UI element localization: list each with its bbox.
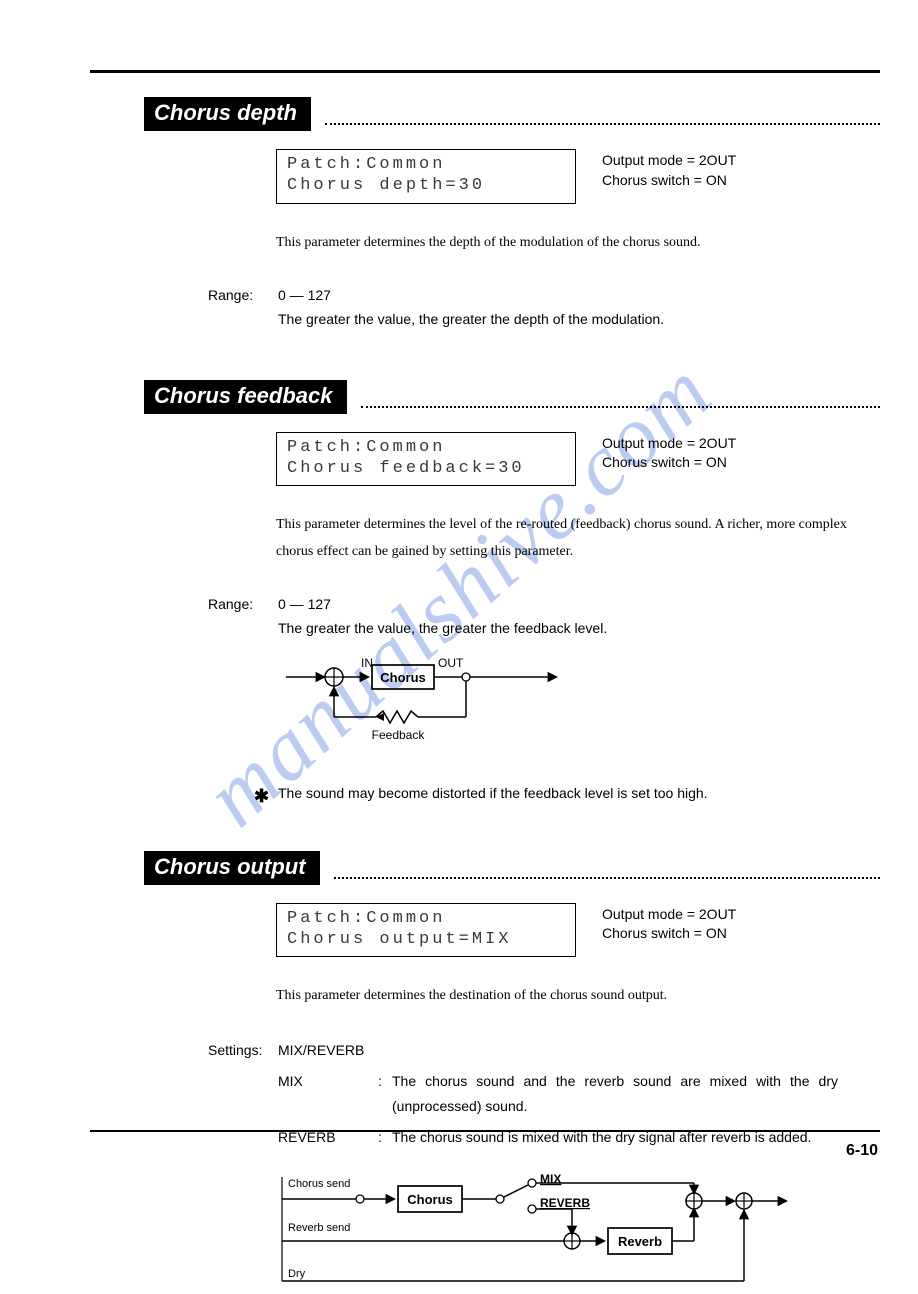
- settings-body: MIX/REVERB MIX : The chorus sound and th…: [278, 1038, 838, 1151]
- settings-head: MIX/REVERB: [278, 1038, 838, 1063]
- lcd-line: Chorus feedback=30: [287, 458, 565, 479]
- reverb-box-label: Reverb: [618, 1234, 662, 1249]
- dotted-rule: [325, 97, 880, 125]
- meta-line: Chorus switch = ON: [602, 924, 736, 944]
- setting-item: MIX : The chorus sound and the reverb so…: [278, 1069, 838, 1119]
- setting-colon: :: [378, 1069, 392, 1119]
- lcd-display: Patch:Common Chorus output=MIX: [276, 903, 576, 958]
- range-value: 0 — 127: [278, 284, 838, 308]
- lcd-meta: Output mode = 2OUT Chorus switch = ON: [602, 903, 736, 944]
- lcd-row: Patch:Common Chorus feedback=30 Output m…: [276, 432, 880, 487]
- range-body: 0 — 127 The greater the value, the great…: [278, 284, 838, 332]
- lcd-line: Patch:Common: [287, 908, 565, 929]
- description: This parameter determines the level of t…: [276, 512, 856, 565]
- reverb-label: REVERB: [540, 1196, 590, 1210]
- settings-row: Settings: MIX/REVERB MIX : The chorus so…: [208, 1038, 880, 1151]
- top-rule: [90, 70, 880, 73]
- description: This parameter determines the destinatio…: [276, 983, 856, 1010]
- reverb-send-label: Reverb send: [288, 1222, 350, 1234]
- section-title: Chorus depth: [144, 97, 311, 131]
- lcd-line: Chorus output=MIX: [287, 929, 565, 950]
- lcd-display: Patch:Common Chorus feedback=30: [276, 432, 576, 487]
- lcd-display: Patch:Common Chorus depth=30: [276, 149, 576, 204]
- settings-label: Settings:: [208, 1038, 278, 1151]
- range-body: 0 — 127 The greater the value, the great…: [278, 593, 838, 641]
- meta-line: Output mode = 2OUT: [602, 905, 736, 925]
- range-desc: The greater the value, the greater the d…: [278, 308, 838, 332]
- dotted-rule: [361, 380, 881, 408]
- lcd-line: Patch:Common: [287, 437, 565, 458]
- bottom-rule: [90, 1130, 880, 1132]
- setting-desc: The chorus sound and the reverb sound ar…: [392, 1069, 838, 1119]
- lcd-line: Patch:Common: [287, 154, 565, 175]
- setting-key: MIX: [278, 1069, 378, 1119]
- section-title: Chorus output: [144, 851, 320, 885]
- range-label: Range:: [208, 593, 278, 641]
- range-value: 0 — 127: [278, 593, 838, 617]
- dry-label: Dry: [288, 1268, 306, 1280]
- lcd-meta: Output mode = 2OUT Chorus switch = ON: [602, 432, 736, 473]
- meta-line: Chorus switch = ON: [602, 171, 736, 191]
- note-text: The sound may become distorted if the fe…: [278, 782, 708, 811]
- meta-line: Chorus switch = ON: [602, 453, 736, 473]
- meta-line: Output mode = 2OUT: [602, 434, 736, 454]
- range-desc: The greater the value, the greater the f…: [278, 617, 838, 641]
- dotted-rule: [334, 851, 880, 879]
- asterisk-icon: ✱: [254, 782, 278, 811]
- lcd-row: Patch:Common Chorus output=MIX Output mo…: [276, 903, 880, 958]
- note-row: ✱ The sound may become distorted if the …: [254, 782, 880, 811]
- section-header-feedback: Chorus feedback: [144, 380, 880, 414]
- feedback-label: Feedback: [372, 728, 426, 742]
- meta-line: Output mode = 2OUT: [602, 151, 736, 171]
- section-header-depth: Chorus depth: [144, 97, 880, 131]
- range-label: Range:: [208, 284, 278, 332]
- out-label: OUT: [438, 656, 464, 670]
- feedback-diagram: IN Chorus OUT Feedback: [276, 655, 880, 752]
- description: This parameter determines the depth of t…: [276, 230, 856, 257]
- output-diagram: Chorus send Chorus MIX REVERB Reverb sen…: [276, 1169, 880, 1294]
- chorus-box-label: Chorus: [407, 1192, 453, 1207]
- range-row: Range: 0 — 127 The greater the value, th…: [208, 284, 880, 332]
- section-title: Chorus feedback: [144, 380, 347, 414]
- page-content: Chorus depth Patch:Common Chorus depth=3…: [90, 70, 880, 1294]
- page-number: 6-10: [846, 1142, 878, 1160]
- chorus-box-label: Chorus: [380, 670, 426, 685]
- lcd-row: Patch:Common Chorus depth=30 Output mode…: [276, 149, 880, 204]
- mix-label: MIX: [540, 1172, 561, 1186]
- lcd-line: Chorus depth=30: [287, 175, 565, 196]
- range-row: Range: 0 — 127 The greater the value, th…: [208, 593, 880, 641]
- lcd-meta: Output mode = 2OUT Chorus switch = ON: [602, 149, 736, 190]
- section-header-output: Chorus output: [144, 851, 880, 885]
